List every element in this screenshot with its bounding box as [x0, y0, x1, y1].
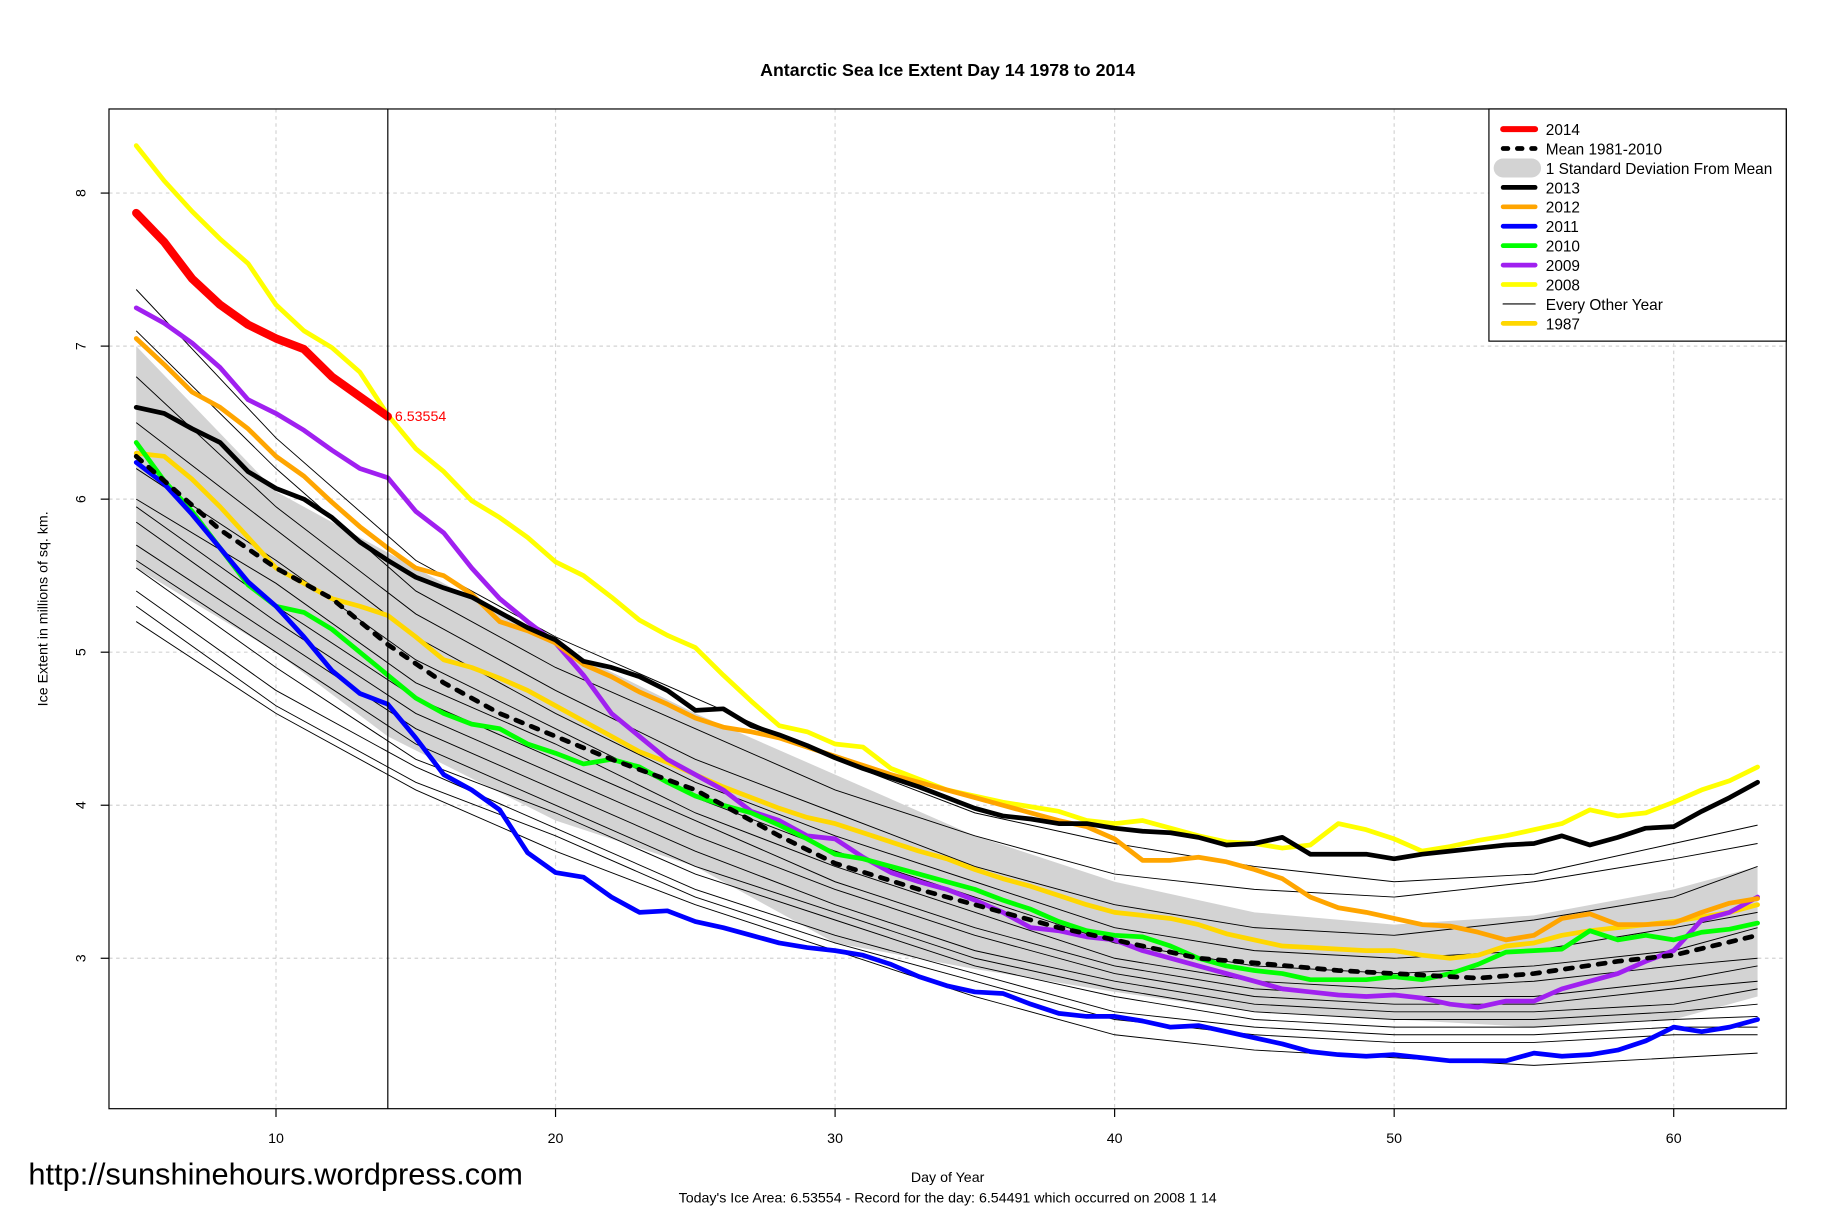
other-year-line: [135, 621, 1758, 1066]
series-line-2012: [133, 336, 1760, 943]
legend-box: [1488, 108, 1787, 342]
legend-2014-label: 2014: [1546, 122, 1581, 139]
y-tick-label: 3: [73, 954, 89, 962]
other-year-line: [135, 605, 1758, 1043]
legend-2008-label: 2008: [1546, 277, 1580, 294]
other-year-line: [135, 521, 1758, 1005]
other-year-line: [135, 567, 1758, 1028]
series-line-2011: [133, 460, 1760, 1064]
end-value-label: 6.53554: [395, 409, 446, 425]
x-tick-label: 30: [827, 1131, 843, 1147]
x-tick-label: 10: [268, 1131, 284, 1147]
legend-2011-label: 2011: [1546, 219, 1579, 236]
chart-title: Antarctic Sea Ice Extent Day 14 1978 to …: [760, 60, 1135, 80]
axes: 10 20 30 40 50 60 3 4 5 6 7 8: [73, 189, 1681, 1147]
legend: 2014 Mean 1981-2010 1 Standard Deviation F…: [1488, 108, 1787, 342]
legend-1-standard-deviation-from-mean-swatch: [1493, 158, 1542, 178]
y-axis-label: Ice Extent in millions of sq. km.: [35, 511, 51, 706]
y-tick-label: 8: [73, 189, 89, 197]
series-line-1987: [133, 450, 1760, 961]
sd-band: [136, 346, 1758, 1028]
x-tick-label: 40: [1107, 1131, 1123, 1147]
y-tick-label: 7: [73, 342, 89, 350]
other-year-line: [135, 559, 1758, 1020]
legend-mean-1981-2010-label: Mean 1981-2010: [1546, 141, 1662, 158]
other-year-line: [135, 498, 1758, 990]
legend-2013-label: 2013: [1546, 180, 1580, 197]
x-tick-label: 50: [1386, 1131, 1402, 1147]
series-lines: [132, 143, 1760, 1064]
other-year-line: [135, 468, 1758, 975]
y-tick-label: 5: [73, 648, 89, 656]
plot-frame: [108, 108, 1787, 1110]
legend-2009-label: 2009: [1546, 258, 1580, 275]
sd-band-area: [136, 346, 1758, 1028]
x-tick-label: 60: [1666, 1131, 1682, 1147]
y-tick-label: 4: [73, 801, 89, 809]
other-year-line: [135, 289, 1758, 883]
series-line-2014: [132, 208, 392, 421]
other-year-line: [135, 330, 1758, 898]
legend-2010-label: 2010: [1546, 239, 1580, 256]
other-year-line: [135, 376, 1758, 936]
series-line-2010: [133, 440, 1760, 983]
footer-record-text: Today's Ice Area: 6.53554 - Record for t…: [679, 1190, 1217, 1206]
legend-1-standard-deviation-from-mean-label: 1 Standard Deviation From Mean: [1546, 161, 1772, 178]
other-year-line: [135, 544, 1758, 1013]
y-tick-label: 6: [73, 495, 89, 503]
x-axis-label: Day of Year: [911, 1170, 985, 1186]
watermark-url: http://sunshinehours.wordpress.com: [28, 1157, 522, 1192]
other-year-line: [135, 590, 1758, 1036]
legend-every-other-year-label: Every Other Year: [1546, 297, 1663, 314]
legend-2012-label: 2012: [1546, 200, 1580, 217]
legend-1987-label: 1987: [1546, 316, 1580, 333]
x-tick-label: 20: [548, 1131, 564, 1147]
series-line-2009: [133, 305, 1760, 1010]
series-line-2013: [133, 404, 1760, 862]
